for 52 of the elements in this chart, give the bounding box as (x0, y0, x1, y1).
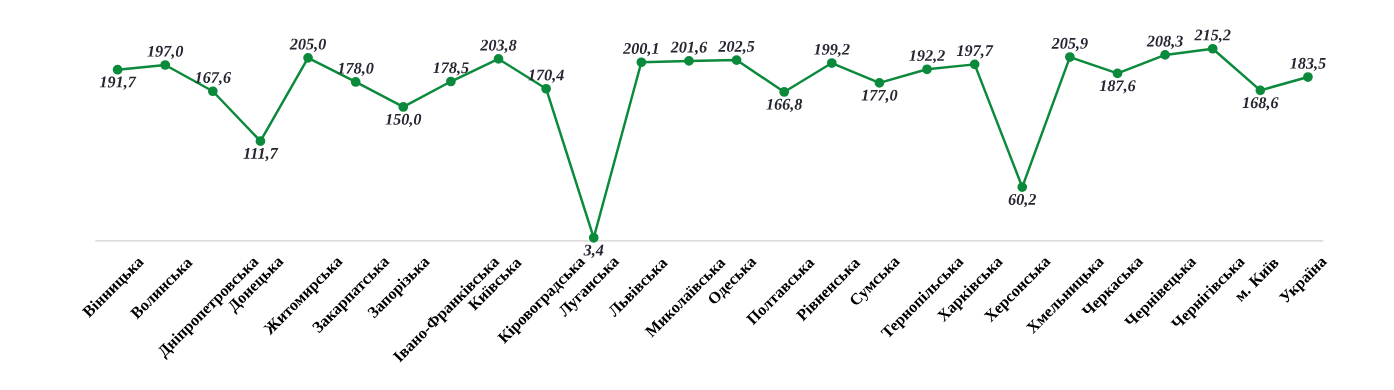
data-label: 150,0 (385, 113, 422, 128)
point (684, 56, 694, 66)
data-label: 168,6 (1242, 97, 1279, 111)
data-label: 205,0 (289, 38, 326, 52)
point (303, 53, 313, 63)
data-label: 111,7 (243, 148, 279, 162)
data-label: 203,8 (480, 39, 517, 54)
point (207, 86, 218, 97)
point (1160, 50, 1170, 60)
data-label: 208,3 (1146, 35, 1183, 50)
data-label: 205,9 (1051, 37, 1088, 52)
point (636, 57, 647, 68)
data-label: 200,1 (622, 43, 658, 57)
point (1017, 182, 1028, 193)
data-label: 178,0 (337, 62, 374, 77)
point (1303, 72, 1313, 82)
data-label: 178,5 (433, 62, 469, 76)
point (541, 83, 551, 94)
data-label: 191,7 (99, 76, 137, 90)
point (731, 55, 742, 65)
data-label: 215,2 (1194, 29, 1231, 43)
point (969, 59, 980, 70)
data-label: 183,5 (1290, 57, 1326, 72)
point (874, 78, 885, 88)
data-label: 177,0 (861, 89, 898, 104)
point (350, 77, 361, 87)
data-label: 60,2 (1008, 194, 1037, 208)
point (922, 64, 932, 75)
point (1112, 68, 1123, 79)
point (1065, 52, 1075, 62)
data-label: 201,6 (670, 41, 708, 56)
point (493, 54, 504, 64)
point (112, 64, 123, 75)
point (255, 136, 266, 147)
data-label: 199,2 (813, 43, 850, 58)
data-label: 197,7 (956, 45, 994, 59)
data-label: 187,6 (1099, 80, 1136, 94)
point (826, 58, 837, 68)
data-label: 192,2 (909, 50, 945, 64)
point (1207, 43, 1218, 54)
point (160, 60, 171, 70)
data-label: 170,4 (528, 69, 564, 83)
point (1255, 85, 1266, 96)
data-label: 167,6 (194, 72, 232, 86)
data-label: 3,4 (583, 244, 604, 258)
point (398, 102, 409, 112)
data-label: 197,0 (147, 45, 184, 60)
point (588, 232, 599, 243)
point (446, 76, 456, 87)
data-label: 166,8 (766, 98, 803, 113)
data-label: 202,5 (718, 40, 755, 55)
point (779, 87, 790, 97)
